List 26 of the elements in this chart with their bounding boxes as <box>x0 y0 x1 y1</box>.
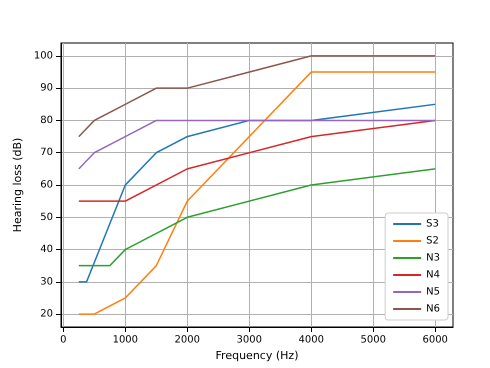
x-tick-label: 1000 <box>112 334 138 346</box>
y-tick-label: 100 <box>34 50 53 62</box>
legend-label: N3 <box>426 252 440 264</box>
x-axis-title: Frequency (Hz) <box>216 348 298 362</box>
x-tick-label: 2000 <box>174 334 200 346</box>
x-tick-label: 0 <box>60 334 67 346</box>
y-tick-label: 20 <box>40 308 53 320</box>
x-tick-label: 6000 <box>422 334 448 346</box>
legend-label: N4 <box>426 270 440 280</box>
line-series <box>78 55 436 138</box>
legend-label: S2 <box>426 236 439 246</box>
legend-label: S3 <box>426 218 439 230</box>
x-tick-label: 4000 <box>298 334 324 346</box>
y-tick-label: 40 <box>40 244 53 256</box>
y-tick-label: 80 <box>40 114 53 126</box>
y-tick-label: 50 <box>40 212 53 223</box>
y-axis-title: Hearing loss (dB) <box>11 138 24 232</box>
y-tick-label: 30 <box>40 276 53 288</box>
y-tick-label: 90 <box>40 82 53 94</box>
legend-label: N6 <box>426 304 440 314</box>
y-tick-label: 60 <box>40 180 53 190</box>
legend-label: N5 <box>426 286 440 298</box>
x-tick-label: 5000 <box>360 334 386 346</box>
y-tick-label: 70 <box>40 147 53 158</box>
x-tick-label: 3000 <box>236 334 262 346</box>
line-series <box>78 120 436 202</box>
